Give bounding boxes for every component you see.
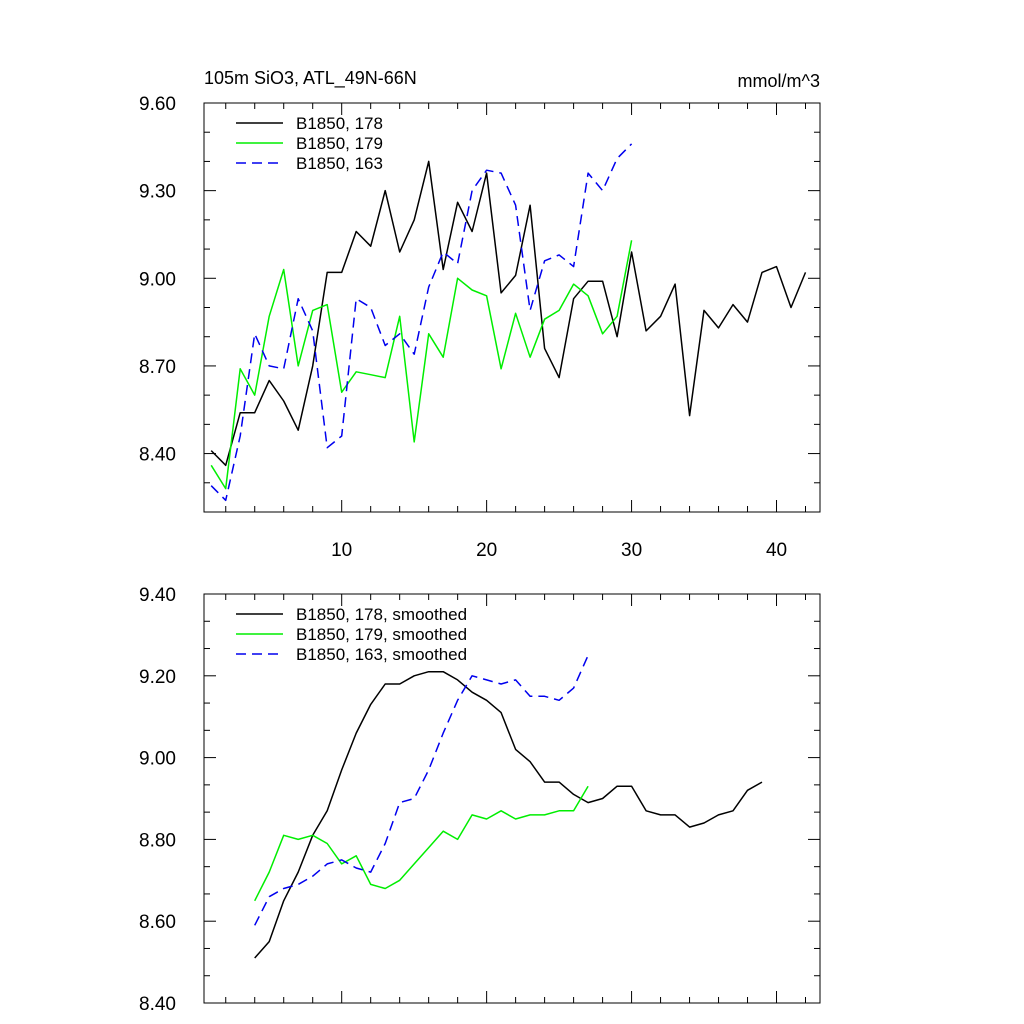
y-tick-label: 8.40 bbox=[139, 445, 176, 466]
series-line-2-2 bbox=[254, 785, 589, 902]
y-tick-label: 8.70 bbox=[139, 357, 176, 378]
series-line-1-1 bbox=[210, 160, 807, 467]
y-tick-label: 9.40 bbox=[139, 585, 176, 606]
x-tick-label: 10 bbox=[331, 540, 352, 561]
y-tick-label: 9.60 bbox=[139, 94, 176, 115]
y-tick-label: 9.30 bbox=[139, 182, 176, 203]
series-line-2-3 bbox=[254, 655, 589, 926]
chart-title-left: 105m SiO3, ATL_49N-66N bbox=[204, 68, 417, 89]
legend-label: B1850, 163, smoothed bbox=[296, 645, 467, 664]
legend-label: B1850, 179 bbox=[296, 134, 383, 153]
x-tick-label: 40 bbox=[766, 540, 787, 561]
series-line-2-1 bbox=[254, 670, 763, 959]
plot-frame bbox=[203, 593, 821, 1004]
y-tick-label: 9.20 bbox=[139, 667, 176, 688]
y-tick-label: 8.40 bbox=[139, 994, 176, 1015]
x-tick-label: 20 bbox=[476, 540, 497, 561]
y-tick-label: 9.00 bbox=[139, 269, 176, 290]
x-tick-label: 30 bbox=[621, 540, 642, 561]
legend-label: B1850, 178 bbox=[296, 114, 383, 133]
y-tick-label: 8.60 bbox=[139, 912, 176, 933]
series-line-1-2 bbox=[210, 240, 633, 490]
legend-label: B1850, 179, smoothed bbox=[296, 625, 467, 644]
y-tick-label: 9.00 bbox=[139, 749, 176, 770]
series-line-1-3 bbox=[210, 143, 633, 502]
chart-panel-2: 8.40 8.60 8.80 9.00 9.20 9.40 B1850, 178, smoo… bbox=[139, 585, 821, 1015]
y-tick-label: 8.80 bbox=[139, 830, 176, 851]
legend-label: B1850, 178, smoothed bbox=[296, 605, 467, 624]
legend-label: B1850, 163 bbox=[296, 154, 383, 173]
chart-title-units: mmol/m^3 bbox=[738, 71, 820, 91]
